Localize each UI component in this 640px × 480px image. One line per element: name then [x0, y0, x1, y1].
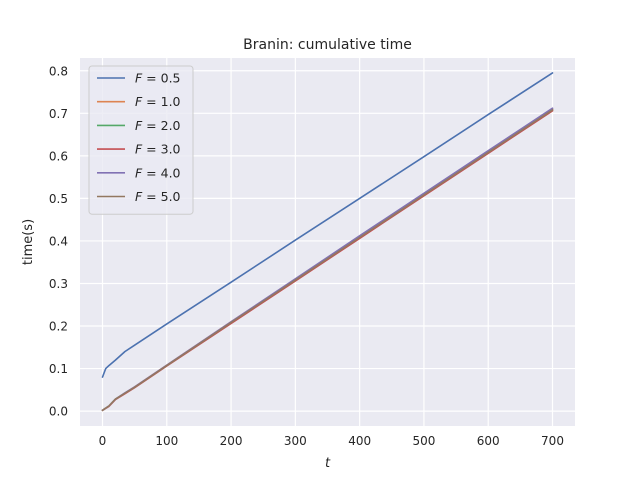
legend-value: = 1.0 — [142, 94, 180, 109]
legend-value: = 4.0 — [142, 165, 180, 180]
grid-lines — [80, 58, 575, 426]
x-tick-labels: 0 100 200 300 400 500 600 700 — [99, 434, 564, 448]
y-tick-label: 0.3 — [49, 277, 68, 291]
legend: F = 0.5F = 1.0F = 2.0F = 3.0F = 4.0F = 5… — [88, 65, 194, 215]
legend-variable: F — [135, 71, 143, 86]
x-tick-label: 500 — [412, 434, 435, 448]
legend-variable: F — [135, 142, 143, 157]
y-tick-label: 0.7 — [49, 107, 68, 121]
legend-variable: F — [135, 94, 143, 109]
y-tick-label: 0.5 — [49, 192, 68, 206]
legend-value: = 5.0 — [142, 189, 180, 204]
y-tick-label: 0.1 — [49, 362, 68, 376]
legend-entry: F = 3.0 — [135, 142, 181, 157]
x-axis-label: t — [325, 456, 331, 471]
x-tick-label: 100 — [155, 434, 178, 448]
x-tick-label: 200 — [220, 434, 243, 448]
legend-entry: F = 5.0 — [135, 189, 181, 204]
y-tick-label: 0.0 — [49, 405, 68, 419]
legend-entry: F = 1.0 — [135, 94, 181, 109]
legend-value: = 0.5 — [142, 71, 180, 86]
series-lines — [101, 72, 554, 412]
legend-value: = 3.0 — [142, 142, 180, 157]
x-tick-label: 300 — [284, 434, 307, 448]
x-tick-label: 600 — [477, 434, 500, 448]
y-tick-labels: 0.0 0.1 0.2 0.3 0.4 0.5 0.6 0.7 0.8 — [49, 64, 68, 418]
y-tick-label: 0.2 — [49, 320, 68, 334]
chart-title: Branin: cumulative time — [243, 37, 412, 53]
x-tick-label: 700 — [541, 434, 564, 448]
y-tick-label: 0.4 — [49, 234, 68, 248]
x-tick-label: 0 — [99, 434, 107, 448]
legend-variable: F — [135, 165, 143, 180]
legend-variable: F — [135, 189, 143, 204]
legend-box — [88, 65, 194, 215]
legend-value: = 2.0 — [142, 118, 180, 133]
legend-entry: F = 4.0 — [135, 165, 181, 180]
legend-entry: F = 2.0 — [135, 118, 181, 133]
x-tick-label: 400 — [348, 434, 371, 448]
y-tick-label: 0.6 — [49, 149, 68, 163]
y-axis-label: time(s) — [21, 219, 36, 265]
legend-entry: F = 0.5 — [135, 71, 181, 86]
series-line-f-0-5 — [101, 72, 554, 378]
y-tick-label: 0.8 — [49, 64, 68, 78]
series-line-f-5-0 — [101, 109, 554, 412]
legend-variable: F — [135, 118, 143, 133]
